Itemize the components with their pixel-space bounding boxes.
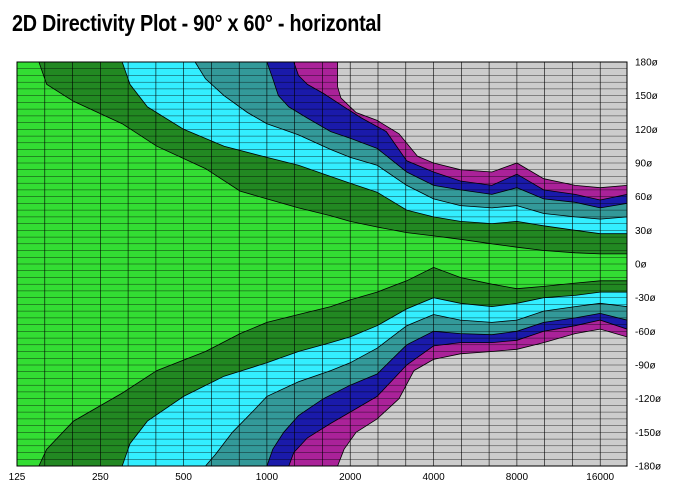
- y-tick-label: 150ø: [635, 91, 658, 102]
- x-tick-label: 8000: [506, 472, 529, 483]
- y-tick-label: -180ø: [635, 462, 661, 473]
- x-tick-label: 1000: [256, 472, 279, 483]
- x-tick-label: 125: [9, 472, 26, 483]
- y-tick-label: -30ø: [635, 293, 656, 304]
- y-tick-label: 120ø: [635, 125, 658, 136]
- x-tick-label: 2000: [339, 472, 362, 483]
- x-tick-label: 16000: [586, 472, 614, 483]
- y-tick-label: 30ø: [635, 226, 652, 237]
- chart-title: 2D Directivity Plot - 90° x 60° - horizo…: [12, 10, 382, 36]
- y-axis-ticks: 180ø 150ø 120ø 90ø 60ø 30ø 0ø -30ø -60ø -90ø -120ø…: [635, 58, 661, 473]
- y-tick-label: -90ø: [635, 361, 656, 372]
- y-tick-label: 0ø: [635, 260, 647, 271]
- x-axis-ticks: 125 250 500 1000 2000 4000 8000 16000: [9, 472, 615, 483]
- y-tick-label: 60ø: [635, 192, 652, 203]
- plot-frame: [16, 61, 628, 467]
- x-tick-label: 250: [92, 472, 109, 483]
- y-tick-label: -60ø: [635, 327, 656, 338]
- y-tick-label: 90ø: [635, 159, 652, 170]
- x-tick-label: 500: [175, 472, 192, 483]
- plot-grid: [17, 62, 627, 466]
- x-tick-label: 4000: [422, 472, 445, 483]
- y-tick-label: 180ø: [635, 58, 658, 69]
- y-tick-label: -120ø: [635, 394, 661, 405]
- y-tick-label: -150ø: [635, 428, 661, 439]
